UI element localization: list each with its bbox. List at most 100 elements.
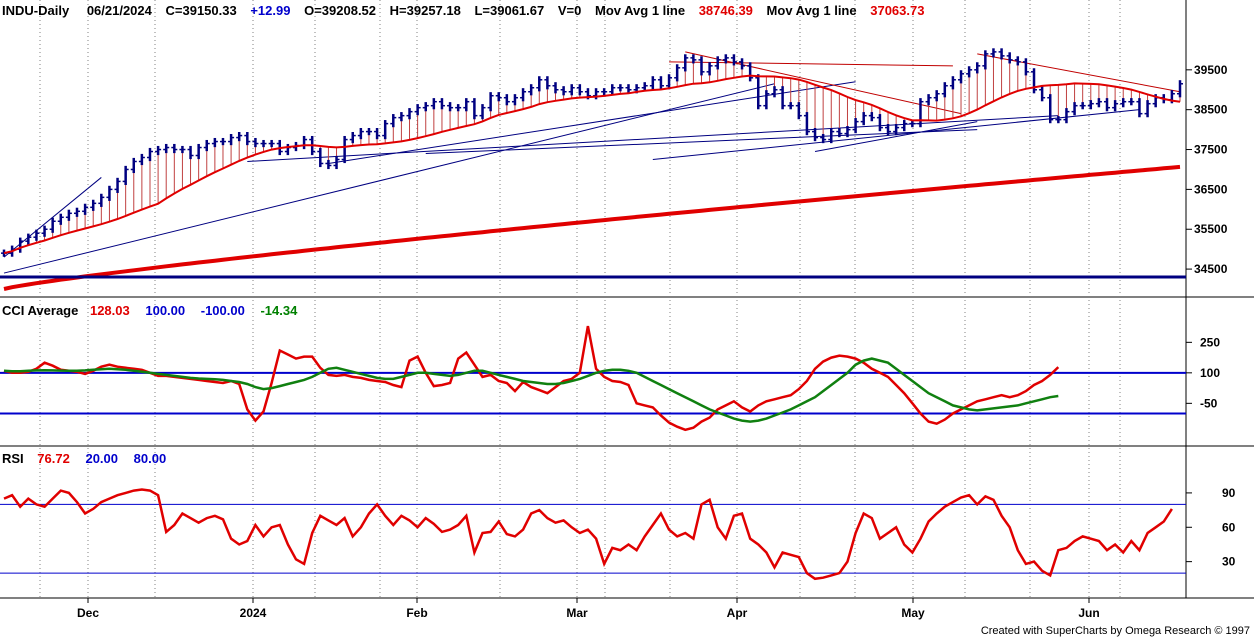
ohlc-bar	[1136, 98, 1143, 118]
cci-y-tick-label: 100	[1200, 366, 1220, 380]
trendline	[814, 121, 978, 153]
ohlc-bar	[155, 145, 162, 156]
ohlc-bar	[828, 128, 835, 144]
x-tick-label: Jun	[1078, 606, 1099, 620]
ma2-label: Mov Avg 1 line	[767, 3, 857, 18]
ma2-value: 37063.73	[870, 3, 924, 18]
rsi-panel: 90 60 30	[0, 486, 1236, 581]
ohlc-bar	[868, 112, 875, 122]
ohlc-bar	[365, 128, 372, 136]
ohlc-bar	[341, 135, 348, 164]
ohlc-bar	[722, 54, 729, 64]
x-tick-label: Feb	[406, 606, 427, 620]
ohlc-bar	[349, 131, 356, 144]
ohlc-bar	[146, 147, 153, 162]
rsi-title: RSI	[2, 451, 24, 466]
ohlc-bar	[82, 203, 89, 215]
ohlc-bar	[65, 209, 72, 221]
ohlc-bar	[374, 128, 381, 140]
ohlc-bar	[860, 112, 867, 126]
x-tick-label: 2024	[240, 606, 267, 620]
ohlc-bar	[471, 98, 478, 120]
rsi-line	[3, 488, 1173, 581]
ma-slow-line	[3, 164, 1181, 291]
ohlc-bar	[739, 58, 746, 70]
trendline	[247, 115, 1059, 162]
ohlc-bar	[885, 124, 892, 136]
price-y-axis: 39500 38500 37500 36500 35500 34500	[1186, 63, 1228, 276]
ohlc-bar	[495, 92, 502, 102]
ohlc-bar	[219, 137, 226, 146]
cci-avg-value: -14.34	[260, 303, 298, 318]
cci-value: 128.03	[90, 303, 130, 318]
ohlc-bar	[203, 139, 210, 152]
ohlc-bar	[1177, 80, 1183, 98]
ohlc-bar	[568, 84, 575, 96]
trendline	[3, 83, 775, 274]
ohlc-bar	[138, 153, 145, 166]
rsi-upper-value: 80.00	[134, 451, 167, 466]
ohlc-bar	[1055, 116, 1062, 124]
ohlc-bar	[1022, 58, 1029, 76]
ohlc-bar	[236, 131, 243, 142]
open-label: O=39208.52	[304, 3, 376, 18]
ohlc-bar	[1087, 100, 1094, 110]
ohlc-bar	[179, 145, 186, 154]
date-label: 06/21/2024	[87, 3, 153, 18]
rsi-y-tick-label: 60	[1222, 520, 1236, 534]
ohlc-bar	[601, 88, 608, 96]
rsi-lower-value: 20.00	[85, 451, 118, 466]
ohlc-bar	[1095, 98, 1102, 108]
ohlc-bar	[252, 137, 259, 148]
ohlc-bar	[657, 76, 664, 90]
ohlc-bar	[41, 225, 48, 237]
ohlc-bar	[787, 102, 794, 110]
ohlc-bar	[1071, 102, 1078, 116]
close-label: C=39150.33	[166, 3, 237, 18]
price-y-tick-label: 36500	[1194, 182, 1228, 196]
ohlc-bar	[617, 84, 624, 92]
ohlc-bar	[1104, 98, 1111, 112]
ohlc-bar	[487, 92, 494, 112]
ohlc-bar	[73, 207, 80, 217]
ohlc-bar	[357, 128, 364, 140]
ohlc-bar	[609, 84, 616, 96]
ohlc-bar	[844, 126, 851, 138]
ohlc-bar	[414, 104, 421, 116]
ohlc-bar	[171, 143, 178, 154]
ohlc-bar	[682, 54, 689, 72]
x-tick-label: May	[901, 606, 925, 620]
price-y-tick-label: 35500	[1194, 222, 1228, 236]
ohlc-bar	[268, 139, 275, 148]
cci-lower-value: -100.00	[201, 303, 245, 318]
ohlc-bar	[1006, 52, 1013, 64]
ohlc-bar	[520, 88, 527, 102]
ohlc-bar	[552, 82, 559, 94]
ohlc-bar	[820, 133, 827, 144]
ohlc-bar	[106, 185, 113, 201]
ohlc-bar	[479, 104, 486, 120]
ohlc-bar	[244, 131, 251, 146]
ohlc-bar	[901, 120, 908, 132]
ohlc-bar	[949, 76, 956, 90]
x-tick-label: Apr	[727, 606, 748, 620]
ohlc-bar	[941, 82, 948, 98]
high-label: H=39257.18	[390, 3, 461, 18]
cci-y-axis: 250 100 -50	[1186, 335, 1220, 410]
low-label: L=39061.67	[474, 3, 544, 18]
ohlc-bar	[463, 98, 470, 112]
ohlc-bar	[57, 213, 64, 225]
x-tick-label: Mar	[566, 606, 588, 620]
ohlc-bar	[1063, 108, 1070, 124]
ohlc-bar	[876, 114, 883, 132]
price-panel: 39500 38500 37500 36500 35500 34500	[0, 48, 1228, 291]
ohlc-bar	[1047, 94, 1054, 124]
ohlc-bar	[98, 193, 105, 207]
ohlc-bar	[511, 94, 518, 106]
ohlc-bar	[755, 74, 762, 110]
cci-panel: 250 100 -50	[0, 325, 1220, 432]
ma1-label: Mov Avg 1 line	[595, 3, 685, 18]
change-label: +12.99	[250, 3, 290, 18]
ohlc-bar	[933, 90, 940, 102]
ohlc-bar	[1039, 86, 1046, 102]
